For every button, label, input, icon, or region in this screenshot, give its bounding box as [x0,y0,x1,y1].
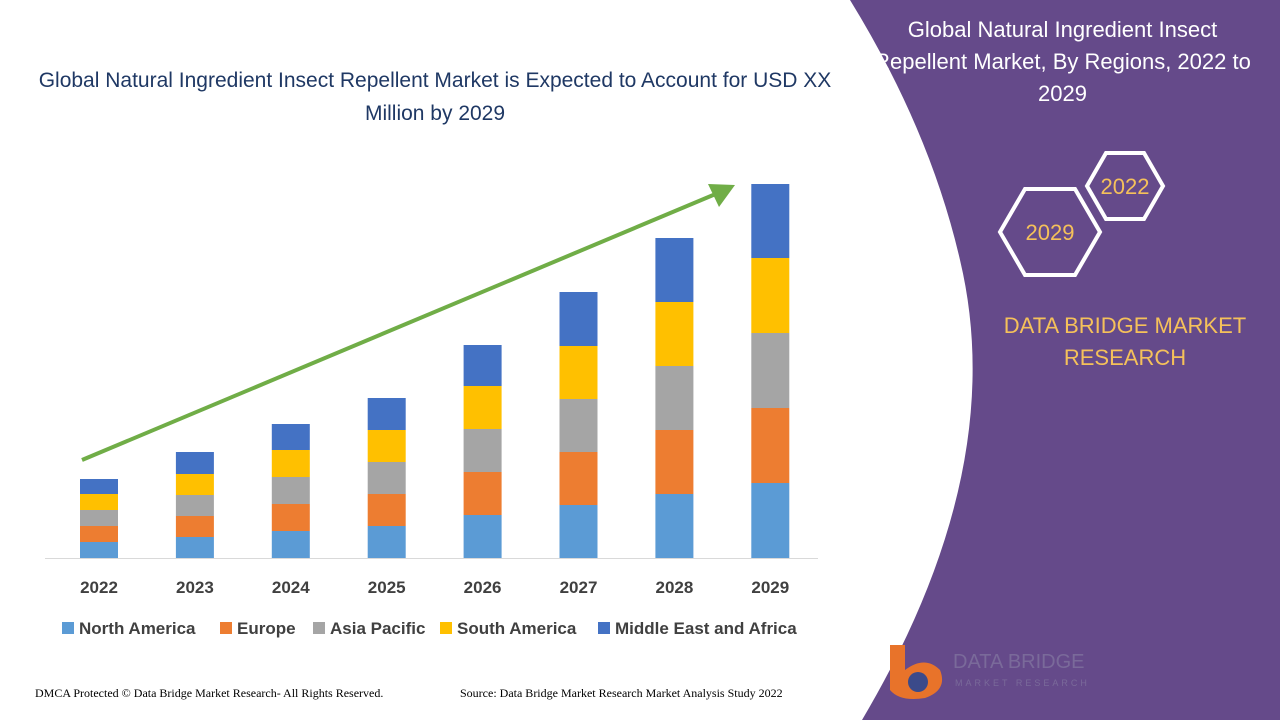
footer-left: DMCA Protected © Data Bridge Market Rese… [35,686,384,700]
legend-swatch [220,622,232,634]
footer-right: Source: Data Bridge Market Research Mark… [460,686,783,700]
legend-label: Middle East and Africa [615,619,797,638]
legend-label: North America [79,619,196,638]
bar-segment [751,184,790,258]
bar-segment [655,302,694,366]
logo-mark [908,672,928,692]
bars [80,184,790,558]
logo-name: DATA BRIDGE [953,651,1085,673]
logo-mark [890,645,943,699]
bar-segment [367,526,406,558]
bar-segment [80,510,118,526]
bar-segment [175,452,214,474]
logo-tagline: MARKET RESEARCH [955,678,1090,688]
chart-title: Global Natural Ingredient Insect Repelle… [38,69,832,125]
bar-segment [559,399,598,452]
hexagon [1084,151,1166,221]
brand: DATA BRIDGE MARKET RESEARCH [1003,313,1247,370]
bar-segment [463,515,502,558]
x-tick-label: 2022 [80,578,118,597]
bar-segment [559,346,598,399]
x-tick-label: 2023 [176,578,214,597]
legend-swatch [598,622,610,634]
bar-segment [80,542,118,558]
bar-segment [751,483,790,558]
bar-segment [751,408,790,483]
legend-label: Asia Pacific [330,619,425,638]
bar-segment [463,429,502,472]
legend-swatch [62,622,74,634]
x-tick-label: 2024 [272,578,310,597]
x-tick-label: 2026 [464,578,502,597]
bar-segment [751,333,790,408]
side-panel [850,0,1280,720]
x-tick-label: 2025 [368,578,406,597]
bar-segment [271,477,310,504]
hex-label: 2022 [1101,174,1150,199]
legend-swatch [313,622,325,634]
bar-segment [175,495,214,516]
bar-segment [559,452,598,505]
trend-arrow [81,191,719,462]
bar-segment [175,474,214,495]
bar-segment [367,494,406,526]
bar-segment [559,292,598,346]
bar-segment [655,366,694,430]
bar-segment [175,537,214,558]
bar-segment [271,531,310,558]
bar-segment [463,386,502,429]
bar-segment [655,494,694,558]
bar-segment [463,472,502,515]
bar-segment [367,398,406,430]
bar-segment [367,462,406,494]
bar-segment [80,526,118,542]
bar-segment [271,450,310,477]
panel-title: Global Natural Ingredient Insect Repelle… [874,17,1251,106]
bar-segment [751,258,790,333]
bar-segment [559,505,598,558]
bar-segment [463,345,502,386]
arrow-head [708,184,735,207]
bar-segment [80,494,118,510]
x-tick-label: 2027 [560,578,598,597]
hexagon [997,187,1103,277]
legend-swatch [440,622,452,634]
x-tick-label: 2029 [751,578,789,597]
bar-segment [80,479,118,494]
bar-segment [175,516,214,537]
bar-segment [655,238,694,302]
hex-label: 2029 [1026,220,1075,245]
bar-segment [271,504,310,531]
bar-segment [271,424,310,450]
bar-segment [655,430,694,494]
bar-segment [367,430,406,462]
x-tick-label: 2028 [655,578,693,597]
legend-label: Europe [237,619,296,638]
legend-label: South America [457,619,577,638]
